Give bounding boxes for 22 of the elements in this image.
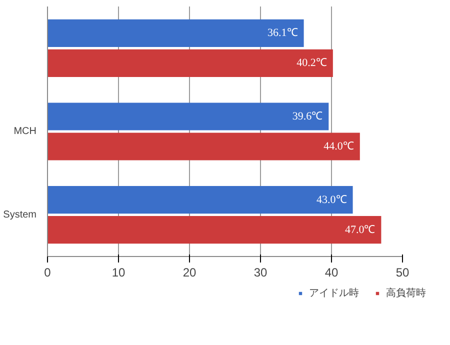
data-label: 43.0℃ xyxy=(316,194,347,206)
x-tick-label: 10 xyxy=(112,266,126,280)
legend-label: 高負荷時 xyxy=(386,286,426,300)
bar xyxy=(48,216,382,244)
bar xyxy=(48,186,353,214)
bar xyxy=(48,49,333,77)
x-tick-label: 0 xyxy=(44,266,52,280)
bar xyxy=(48,102,329,130)
x-tick-label: 50 xyxy=(396,266,410,280)
bar xyxy=(48,132,360,160)
y-tick-label: MCH xyxy=(14,126,37,137)
x-tick-label: 20 xyxy=(182,266,196,280)
x-tick-label: 30 xyxy=(254,266,268,280)
legend-label: アイドル時 xyxy=(309,286,359,300)
y-tick-label: System xyxy=(3,209,37,220)
bar xyxy=(48,19,304,47)
data-label: 44.0℃ xyxy=(324,140,354,152)
x-tick-label: 40 xyxy=(324,266,338,280)
data-label: 40.2℃ xyxy=(296,57,327,70)
data-label: 36.1℃ xyxy=(268,27,298,40)
data-label: 47.0℃ xyxy=(344,224,376,236)
data-label: 39.6℃ xyxy=(292,110,323,122)
